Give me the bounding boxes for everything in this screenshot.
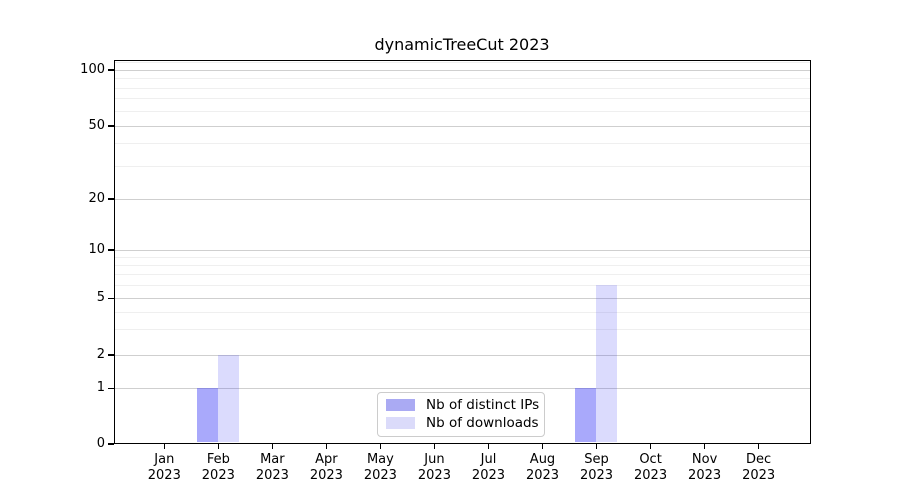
x-tick (703, 444, 706, 449)
x-tick-label-month: Mar (260, 452, 285, 467)
gridline-minor (114, 285, 810, 287)
gridline-minor (114, 87, 810, 89)
x-tick-label-month: May (366, 452, 394, 467)
x-tick-label-year: 2023 (688, 467, 722, 483)
y-tick-label: 5 (96, 290, 105, 306)
x-tick-label-year: 2023 (417, 467, 451, 483)
x-tick-label-month: Dec (746, 452, 772, 467)
x-tick-label-month: Jan (154, 452, 175, 467)
plot-area (113, 60, 811, 444)
x-tick-label-year: 2023 (579, 467, 614, 483)
x-tick-label: May 2023 (348, 452, 412, 483)
y-tick (107, 125, 114, 127)
x-tick (487, 444, 490, 449)
gridline-minor (114, 166, 810, 168)
legend: Nb of distinct IPs Nb of downloads (377, 391, 545, 437)
x-tick-label: Sep 2023 (565, 452, 629, 483)
x-tick-label-year: 2023 (363, 467, 397, 483)
x-tick-label-month: Jun (424, 452, 445, 467)
gridline-minor (114, 311, 810, 313)
x-tick-label-month: Aug (529, 452, 556, 467)
gridline-minor (114, 265, 810, 267)
y-tick-label: 100 (80, 62, 105, 77)
gridline-major (114, 297, 810, 299)
x-tick-label-year: 2023 (309, 467, 343, 483)
x-tick (433, 444, 436, 449)
legend-swatch-distinct-ips (386, 399, 415, 411)
gridline-major (114, 125, 810, 127)
x-tick (325, 444, 328, 449)
x-tick (379, 444, 382, 449)
x-tick (595, 444, 598, 449)
x-tick-label: Jan 2023 (132, 452, 196, 483)
gridline-major (114, 354, 810, 356)
bar-downloads (217, 354, 239, 442)
legend-item-downloads: Nb of downloads (386, 414, 539, 431)
legend-label-distinct-ips: Nb of distinct IPs (426, 396, 540, 413)
y-tick-label: 2 (96, 347, 105, 362)
x-tick-label-year: 2023 (255, 467, 289, 483)
x-tick-label: Aug 2023 (511, 452, 575, 483)
gridline-major (114, 249, 810, 251)
gridline-minor (114, 274, 810, 276)
x-tick-label: Apr 2023 (294, 452, 358, 483)
x-tick-label: Dec 2023 (727, 452, 791, 483)
x-tick-label-year: 2023 (742, 467, 776, 483)
gridline-major (114, 387, 810, 389)
y-tick-label: 0 (96, 436, 105, 451)
gridline-minor (114, 143, 810, 145)
legend-item-distinct-ips: Nb of distinct IPs (386, 396, 540, 413)
x-tick-label-month: Feb (206, 452, 230, 467)
y-tick (107, 249, 114, 251)
y-tick (107, 443, 114, 445)
gridline-minor (114, 329, 810, 331)
gridline-minor (114, 110, 810, 112)
y-tick (107, 198, 114, 200)
y-tick (107, 297, 114, 299)
bar-distinct-ips (196, 387, 218, 442)
gridline-minor (114, 61, 810, 63)
x-tick-label: Jun 2023 (402, 452, 466, 483)
legend-label-downloads: Nb of downloads (426, 414, 539, 431)
bar-downloads (596, 285, 618, 442)
gridline-minor (114, 98, 810, 100)
x-tick-label: Nov 2023 (673, 452, 737, 483)
x-tick-label-month: Nov (691, 452, 718, 467)
legend-swatch-downloads (386, 417, 415, 429)
x-tick-label-year: 2023 (471, 467, 506, 483)
y-tick-label: 20 (88, 191, 105, 206)
x-tick-label-year: 2023 (634, 467, 668, 483)
x-tick (541, 444, 544, 449)
x-tick (271, 444, 274, 449)
x-tick (757, 444, 760, 449)
bar-distinct-ips (575, 387, 597, 442)
gridline-major (114, 198, 810, 200)
gridline-minor (114, 256, 810, 258)
x-tick (649, 444, 652, 449)
x-tick-label-year: 2023 (201, 467, 235, 483)
y-tick-label: 10 (88, 242, 105, 257)
x-tick-label: Mar 2023 (240, 452, 304, 483)
y-tick-label: 1 (96, 380, 105, 396)
x-tick-label-month: Sep (584, 452, 609, 467)
x-tick-label-year: 2023 (525, 467, 560, 483)
x-tick-label: Oct 2023 (619, 452, 683, 483)
x-tick-label-month: Apr (315, 452, 338, 467)
x-tick (217, 444, 220, 449)
y-tick (107, 69, 114, 71)
x-tick (163, 444, 165, 449)
x-tick-label-month: Oct (639, 452, 662, 467)
y-tick-label: 50 (88, 118, 105, 133)
y-tick (107, 387, 114, 389)
chart-title: dynamicTreeCut 2023 (374, 35, 550, 54)
y-tick (107, 354, 114, 356)
x-tick-label: Feb 2023 (186, 452, 250, 483)
gridline-major (114, 69, 810, 71)
x-tick-label-year: 2023 (147, 467, 181, 483)
gridline-minor (114, 78, 810, 79)
x-tick-label: Jul 2023 (456, 452, 520, 483)
x-tick-label-month: Jul (480, 452, 497, 467)
